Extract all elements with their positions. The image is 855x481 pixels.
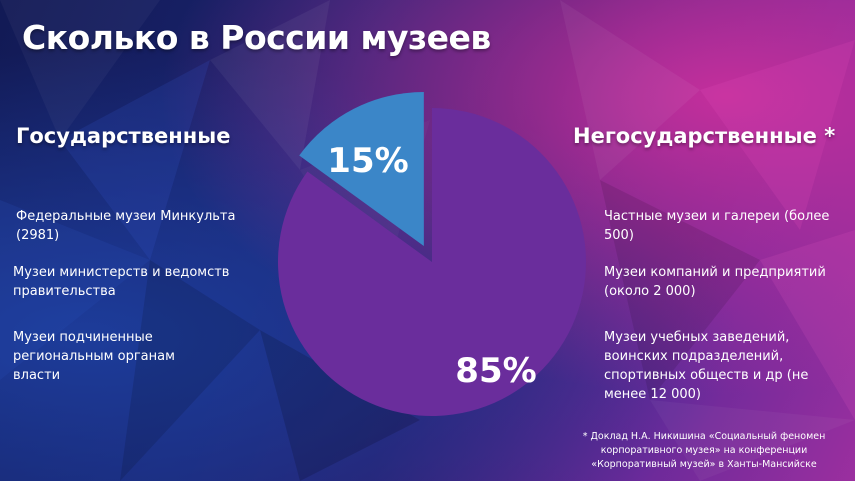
page-title: Сколько в России музеев <box>22 18 491 57</box>
left-item-1: Федеральные музеи Минкульта (2981) <box>16 209 236 243</box>
right-item-3: Музеи учебных заведений, воинских подраз… <box>604 330 809 402</box>
pie-label-15: 15% <box>327 141 408 181</box>
footnote: * Доклад Н.А. Никишина «Социальный феном… <box>582 431 826 470</box>
pie-slice-15 <box>299 91 424 246</box>
right-item-1: Частные музеи и галереи (более 500) <box>604 209 830 243</box>
nonstate-museums-heading: Негосударственные * <box>573 124 836 148</box>
pie-slice-85 <box>277 108 586 416</box>
state-museums-heading: Государственные <box>16 124 231 148</box>
right-item-2: Музеи компаний и предприятий (около 2 00… <box>604 265 826 299</box>
pie-label-85: 85% <box>455 351 536 391</box>
left-item-3: Музеи подчиненные региональным органам в… <box>13 330 175 383</box>
left-item-2: Музеи министерств и ведомств правительст… <box>13 265 230 299</box>
